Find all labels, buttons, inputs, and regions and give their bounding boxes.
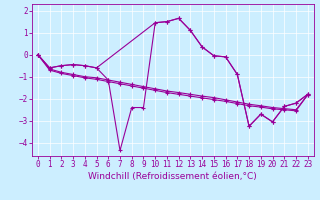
X-axis label: Windchill (Refroidissement éolien,°C): Windchill (Refroidissement éolien,°C) [88,172,257,181]
